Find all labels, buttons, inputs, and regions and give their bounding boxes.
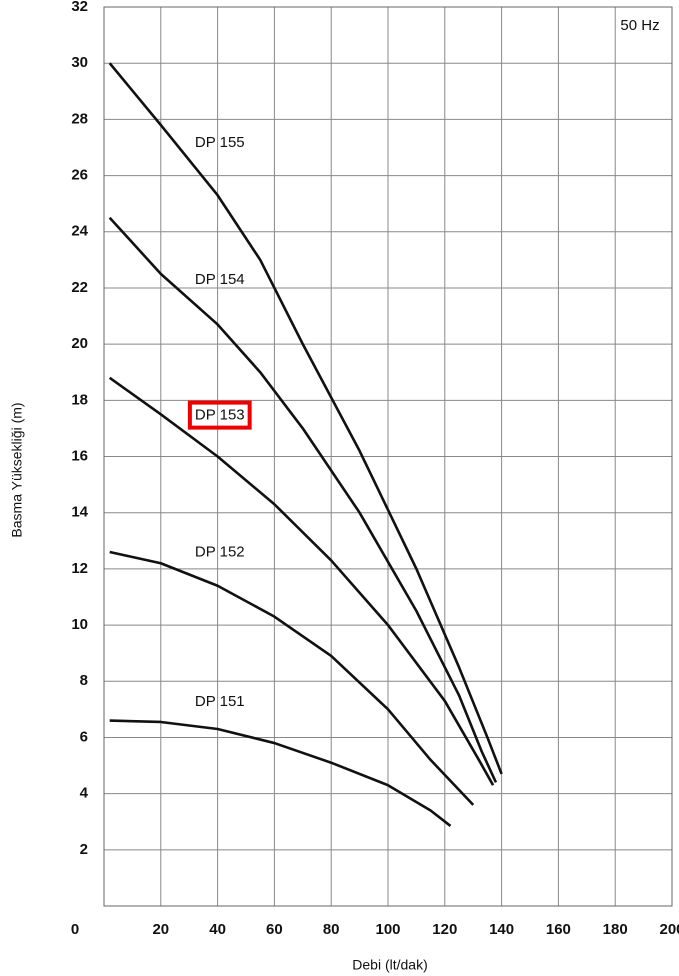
curve	[108, 376, 495, 786]
plot-frame	[103, 6, 673, 907]
y-tick-label: 26	[71, 167, 88, 184]
series-label: DP 151	[195, 693, 245, 710]
annotation: 50 Hz	[620, 17, 659, 34]
y-tick-label: 24	[71, 223, 88, 240]
highlight-box	[187, 400, 252, 430]
y-tick-label: 8	[80, 672, 88, 689]
curve	[108, 62, 503, 775]
y-tick-label: 16	[71, 447, 88, 464]
x-tick-label: 160	[546, 921, 571, 938]
series-label: DP 154	[195, 271, 245, 288]
y-tick-label: 4	[80, 785, 89, 802]
x-tick-label: 180	[603, 921, 628, 938]
x-tick-label: 40	[209, 921, 226, 938]
y-axis-title: Basma Yüksekliği (m)	[9, 402, 25, 537]
curve	[109, 719, 452, 827]
x-axis-title: Debi (lt/dak)	[352, 957, 427, 973]
y-tick-label: 12	[71, 560, 88, 577]
y-tick-label: 6	[80, 728, 88, 745]
y-tick-label: 18	[71, 391, 88, 408]
y-tick-label: 22	[71, 279, 88, 296]
x-tick-label: 80	[323, 921, 340, 938]
y-tick-label: 14	[71, 504, 88, 521]
y-tick-label: 10	[71, 616, 88, 633]
x-tick-label: 20	[152, 921, 169, 938]
curve	[108, 216, 498, 783]
x-tick-label: 120	[432, 921, 457, 938]
x-tick-label: 0	[71, 921, 79, 938]
x-tick-label: 60	[266, 921, 283, 938]
x-tick-label: 140	[489, 921, 514, 938]
x-tick-label: 200	[659, 921, 679, 938]
y-tick-label: 32	[71, 0, 88, 15]
series-label: DP 152	[195, 544, 245, 561]
y-tick-label: 20	[71, 335, 88, 352]
series-label: DP 153	[195, 407, 245, 424]
x-tick-label: 100	[375, 921, 400, 938]
series-label: DP 155	[195, 134, 245, 151]
y-tick-label: 28	[71, 110, 88, 127]
y-tick-label: 30	[71, 54, 88, 71]
y-tick-label: 2	[80, 841, 88, 858]
curve	[109, 550, 475, 806]
